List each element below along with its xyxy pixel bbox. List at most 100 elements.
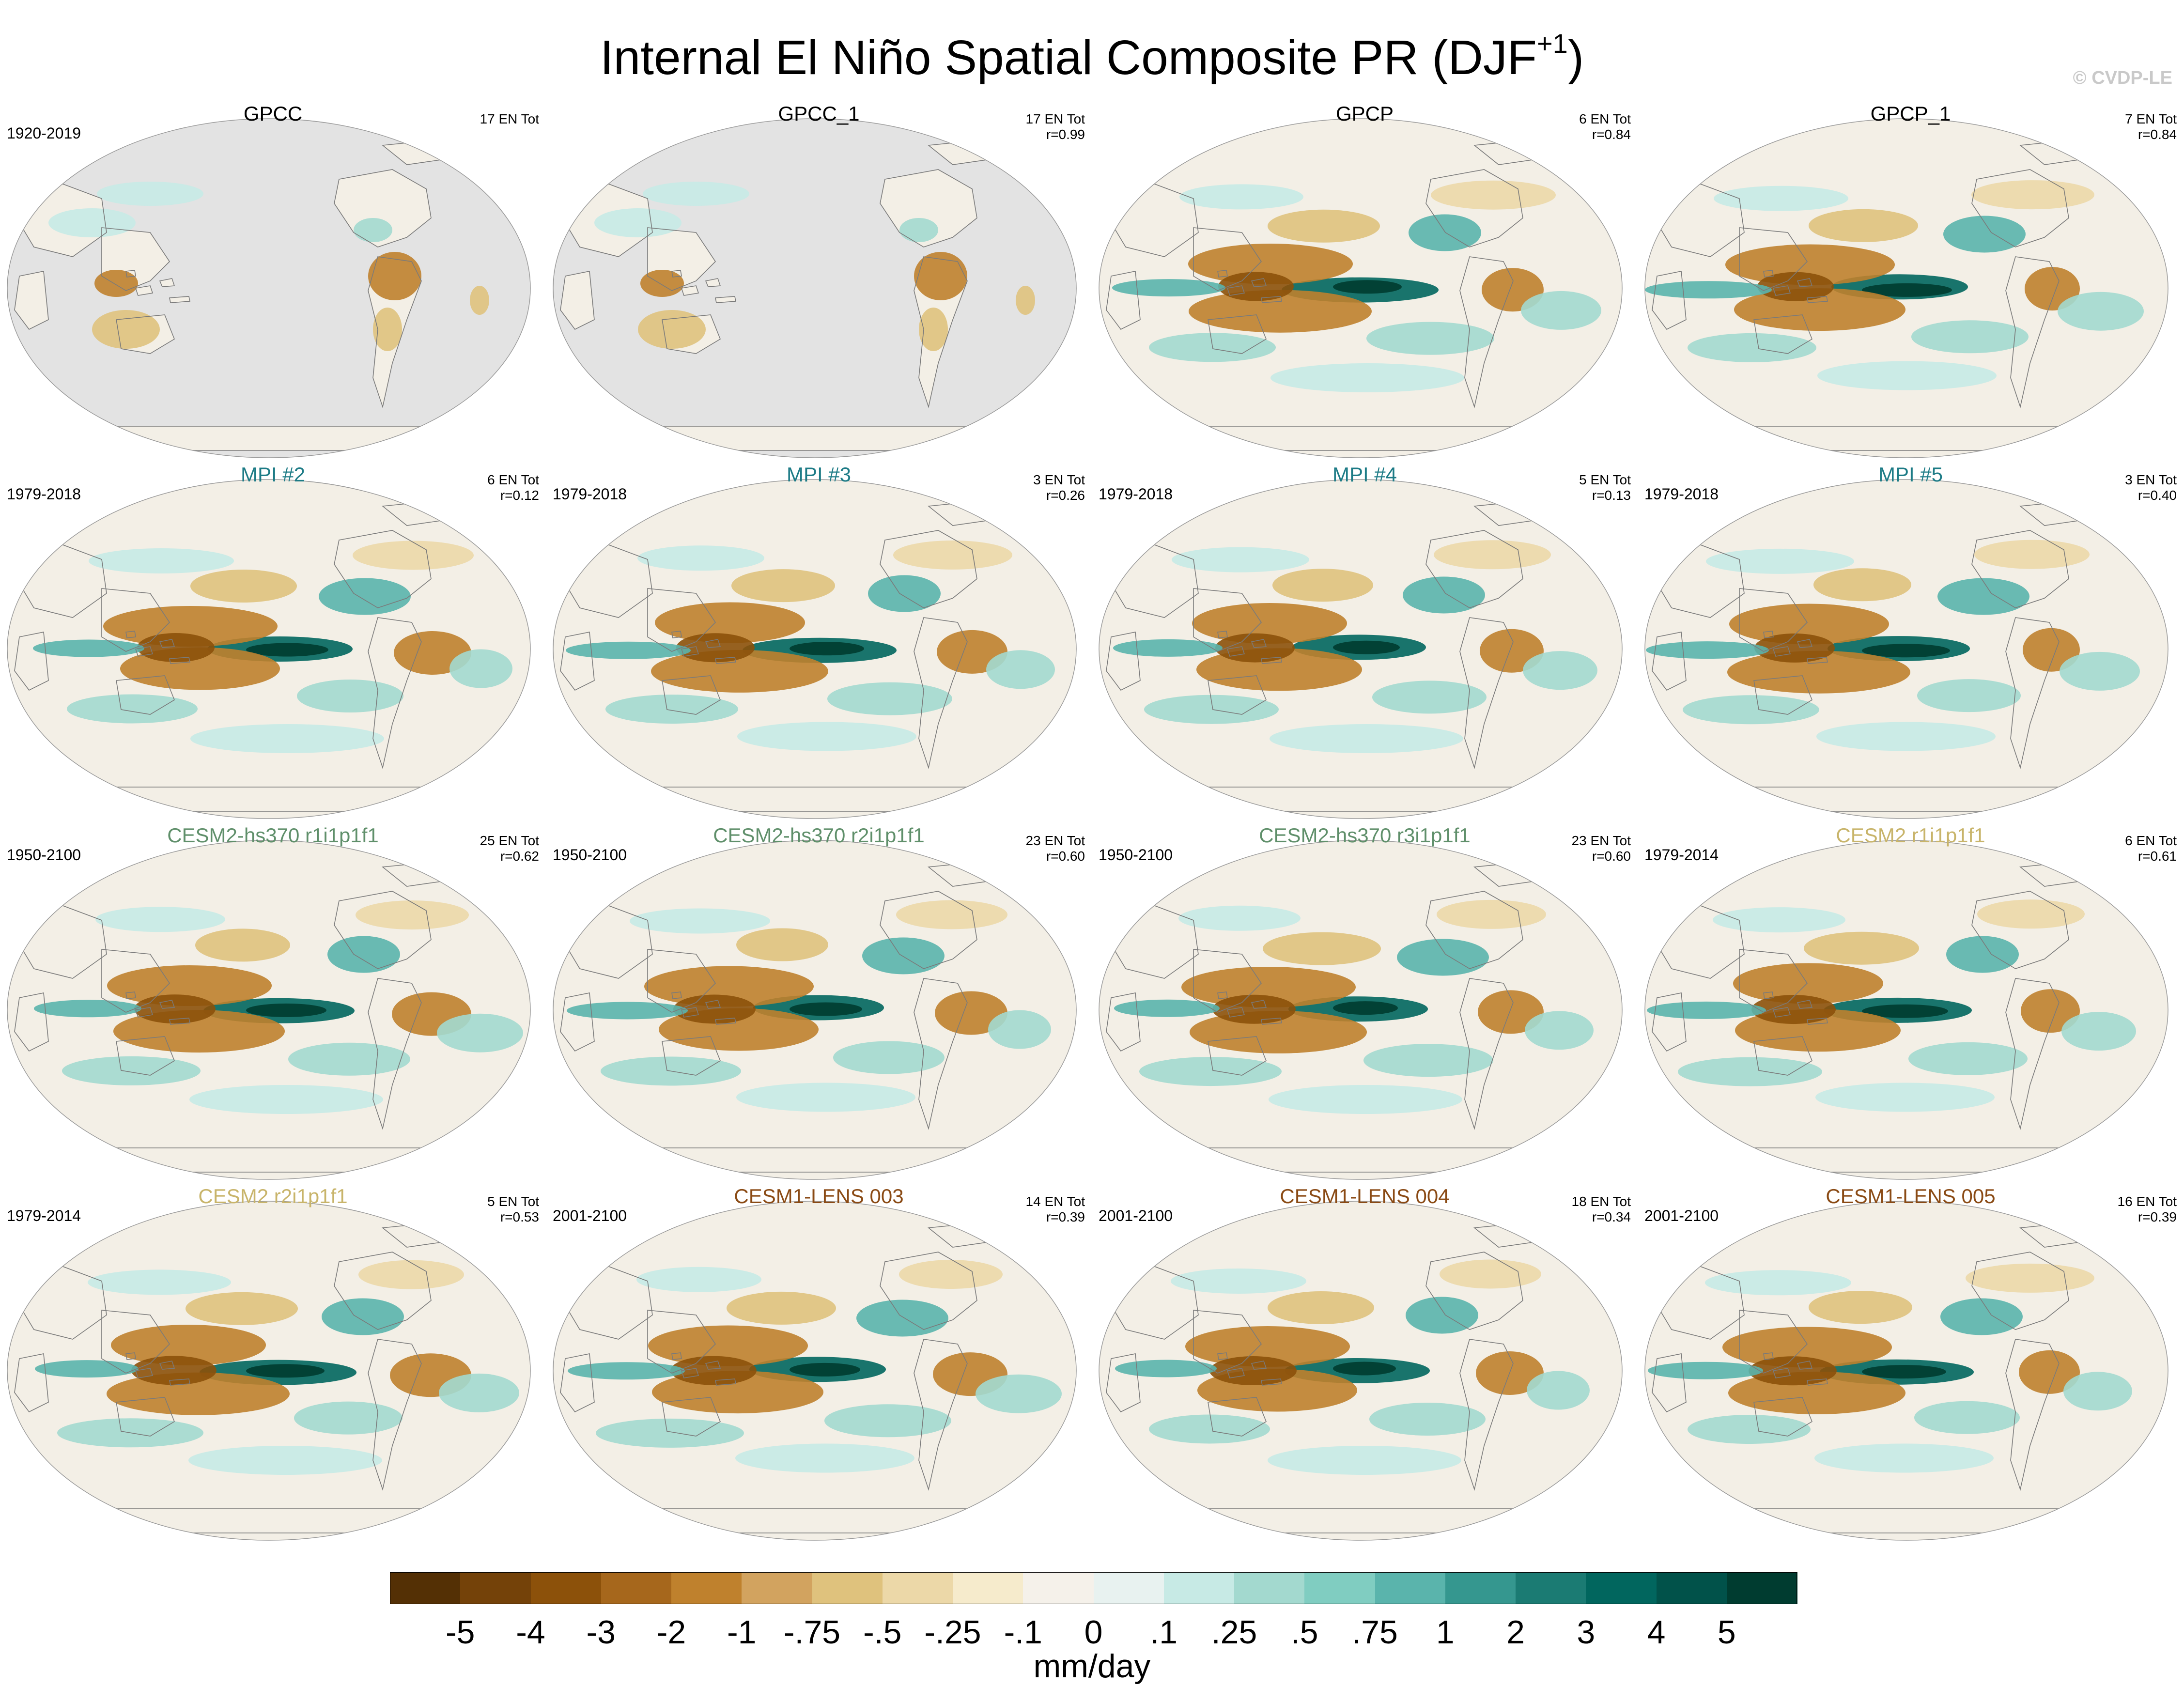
- map-outline: [1099, 479, 1623, 819]
- coastline: [2005, 617, 2060, 769]
- anomaly-blob: [2058, 292, 2144, 331]
- coastline: [1772, 646, 1791, 657]
- coastline: [1208, 1397, 1267, 1437]
- anomaly-blob: [1263, 932, 1381, 965]
- coastline: [1807, 1378, 1828, 1386]
- anomaly-field: [1645, 180, 2144, 390]
- panel-title: GPCP_1: [1870, 102, 1951, 125]
- anomaly-blob: [297, 680, 403, 712]
- coastline: [1763, 991, 1774, 999]
- anomaly-blob: [1188, 244, 1353, 284]
- pattern-correlation: r=0.40: [2138, 488, 2177, 503]
- coastline: [334, 891, 432, 969]
- anomaly-blob: [439, 1373, 519, 1412]
- anomaly-blob: [1112, 279, 1225, 297]
- anomaly-blob: [246, 1364, 325, 1378]
- coastline: [1217, 991, 1228, 999]
- anomaly-blob: [651, 650, 828, 693]
- panel-stats: 18 EN Tot r=0.34: [1572, 1194, 1631, 1225]
- map-outline: [1644, 840, 2169, 1180]
- anomaly-blob: [107, 1372, 290, 1415]
- map-panel: CESM2 r2i1p1f1 1979-2014 5 EN Tot r=0.53: [0, 1184, 546, 1545]
- coastline: [715, 296, 736, 303]
- colorbar-units: mm/day: [1033, 1648, 1151, 1685]
- anomaly-blob: [1525, 1011, 1594, 1050]
- pattern-correlation: r=0.12: [500, 488, 539, 503]
- anomaly-blob: [1333, 1001, 1398, 1015]
- anomaly-field: [1647, 899, 2136, 1112]
- coastline: [1193, 588, 1262, 652]
- anomaly-blob: [288, 1042, 410, 1076]
- anomaly-blob: [1725, 244, 1895, 285]
- map-outline: [1099, 1201, 1623, 1541]
- anomaly-blob: [190, 724, 384, 753]
- event-count: 7 EN Tot: [2125, 111, 2177, 126]
- anomaly-blob: [1144, 695, 1279, 724]
- land-area: [15, 271, 48, 329]
- panel-stats: 25 EN Tot r=0.62: [480, 833, 539, 864]
- anomaly-blob: [596, 1418, 744, 1448]
- coastline: [914, 1339, 968, 1491]
- coastline: [914, 256, 968, 408]
- coastline: [1217, 270, 1228, 278]
- coastline: [671, 631, 682, 638]
- anomaly-blob: [1809, 209, 1918, 242]
- map-panel: CESM1-LENS 004 2001-2100 18 EN Tot r=0.34: [1092, 1184, 1638, 1545]
- coastline: [1753, 675, 1812, 715]
- coastline: [914, 978, 968, 1130]
- panel-stats: 5 EN Tot r=0.53: [487, 1194, 539, 1225]
- world-map: [553, 1201, 1077, 1541]
- panel-period: 1950-2100: [7, 846, 81, 864]
- coastline: [1772, 1007, 1791, 1018]
- anomaly-blob: [1272, 569, 1373, 602]
- coastline: [1797, 1361, 1813, 1370]
- anomaly-blob: [1409, 214, 1481, 251]
- world-map: [1644, 1201, 2169, 1541]
- coastline: [662, 314, 721, 354]
- coastline: [1261, 1378, 1282, 1386]
- anomaly-blob: [605, 695, 738, 724]
- map-panel: CESM2-hs370 r1i1p1f1 1950-2100 25 EN Tot r=…: [0, 823, 546, 1184]
- coastline: [1208, 1036, 1267, 1076]
- pattern-correlation: r=0.13: [1592, 488, 1631, 503]
- map-outline: [1644, 479, 2169, 819]
- coastline: [671, 1352, 682, 1360]
- anomaly-field: [1646, 540, 2140, 751]
- anomaly-blob: [134, 994, 216, 1024]
- panel-period: 1979-2018: [553, 485, 627, 503]
- coastline: [1106, 632, 1141, 691]
- panel-period: 2001-2100: [1099, 1207, 1173, 1224]
- colorbar-segment: [1445, 1572, 1516, 1604]
- coastline: [1217, 1352, 1228, 1360]
- panel-stats: 23 EN Tot r=0.60: [1026, 833, 1085, 864]
- anomaly-blob: [1172, 547, 1309, 572]
- event-count: 5 EN Tot: [487, 1194, 539, 1209]
- anomaly-blob: [1333, 280, 1402, 294]
- colorbar-tick-label: -5: [446, 1614, 475, 1651]
- world-map: [7, 1201, 531, 1541]
- anomaly-blob: [1814, 1443, 1994, 1473]
- anomaly-blob: [670, 1356, 757, 1385]
- anomaly-blob: [94, 270, 138, 297]
- panel-title: CESM2 r2i1p1f1: [198, 1185, 348, 1207]
- coastline: [1106, 1353, 1141, 1413]
- colorbar-tick-label: -3: [586, 1614, 616, 1651]
- anomaly-blob: [1363, 1044, 1493, 1077]
- panel-period: 1979-2018: [7, 485, 81, 503]
- pattern-correlation: r=0.60: [1592, 849, 1631, 864]
- coastline: [1106, 271, 1141, 330]
- event-count: 6 EN Tot: [1579, 111, 1631, 126]
- title-main: Internal El Niño Spatial Composite PR (D…: [600, 31, 1537, 85]
- anomaly-blob: [1862, 283, 1952, 297]
- coastline: [169, 657, 190, 664]
- anomaly-blob: [1809, 1291, 1912, 1324]
- anomaly-blob: [34, 1000, 141, 1018]
- panel-stats: 6 EN Tot r=0.84: [1579, 111, 1631, 142]
- coastline: [880, 1252, 977, 1330]
- map-background: [553, 119, 1076, 458]
- coastline: [1652, 1353, 1687, 1413]
- anomaly-blob: [1943, 216, 2026, 253]
- anomaly-blob: [1521, 291, 1601, 330]
- anomaly-blob: [1751, 995, 1836, 1024]
- anomaly-blob: [1727, 650, 1910, 694]
